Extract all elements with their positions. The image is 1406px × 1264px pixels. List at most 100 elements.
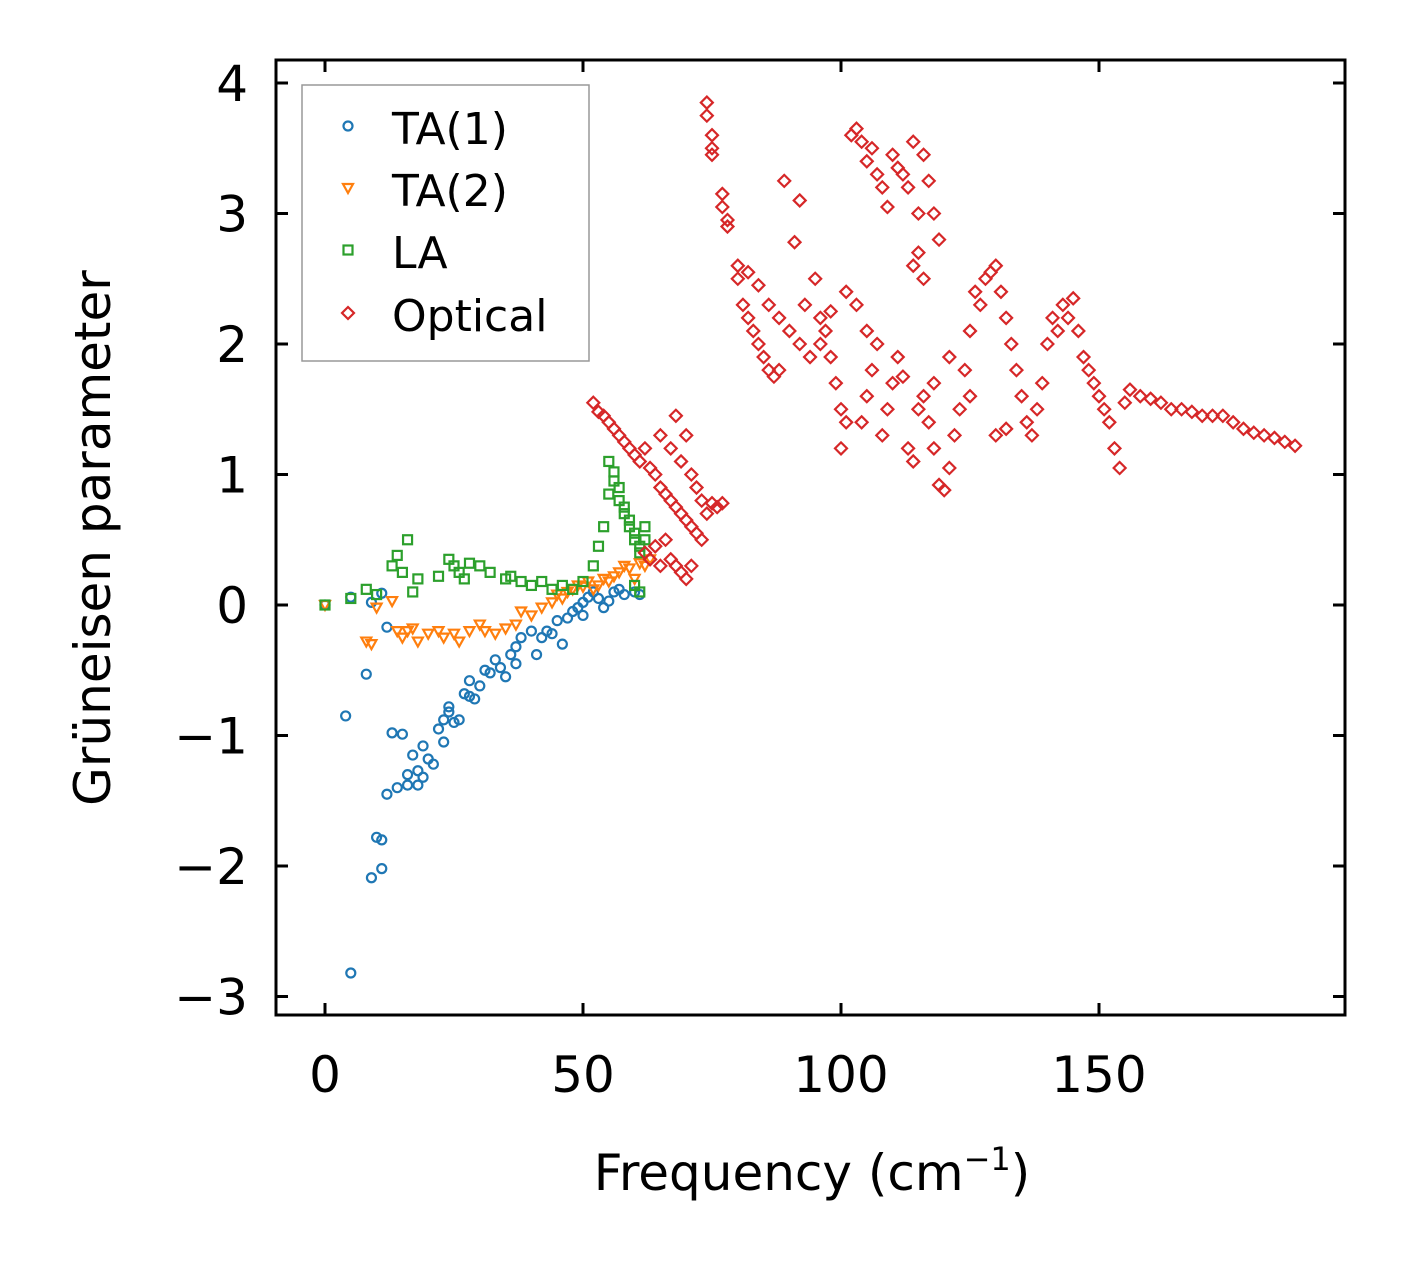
series-1	[318, 554, 657, 652]
legend-label: Optical	[392, 291, 547, 342]
data-point	[993, 284, 1009, 300]
data-point	[812, 310, 828, 326]
data-point	[592, 592, 605, 605]
data-point	[400, 625, 415, 639]
x-tick-label: 150	[1051, 1046, 1146, 1104]
data-point	[603, 455, 615, 468]
data-point	[704, 147, 720, 163]
data-point	[756, 349, 772, 365]
data-point	[612, 567, 626, 580]
data-point	[859, 153, 875, 169]
data-point	[555, 593, 570, 606]
data-point	[438, 736, 450, 748]
data-point	[926, 205, 942, 222]
data-point	[663, 440, 679, 456]
data-point	[895, 166, 911, 182]
data-point	[364, 639, 379, 652]
data-point	[462, 625, 477, 639]
data-point	[828, 375, 844, 391]
data-point	[1153, 395, 1169, 411]
data-point	[1235, 421, 1252, 437]
data-point	[376, 834, 388, 846]
y-tick-label: −2	[174, 838, 248, 896]
data-point	[1019, 414, 1035, 430]
data-point	[360, 668, 372, 680]
data-point	[926, 375, 942, 391]
data-point	[365, 872, 378, 884]
data-point	[525, 579, 538, 592]
data-point	[401, 534, 414, 546]
data-point	[452, 636, 467, 649]
data-point	[1008, 362, 1024, 378]
data-point	[885, 147, 901, 163]
data-point	[900, 179, 916, 195]
data-point	[474, 560, 486, 572]
data-point	[998, 310, 1014, 326]
x-tick-label: 100	[793, 1046, 888, 1104]
data-point	[869, 336, 885, 352]
data-point	[864, 362, 880, 378]
data-point	[823, 303, 839, 319]
data-point	[443, 706, 455, 718]
data-point	[1277, 434, 1293, 450]
data-point	[781, 323, 797, 339]
x-axis-label: Frequency (cm−1)	[594, 1140, 1031, 1202]
data-point	[916, 271, 932, 287]
data-point	[668, 408, 684, 424]
data-point	[683, 466, 699, 483]
data-point	[678, 427, 694, 443]
data-point	[530, 648, 543, 661]
data-point	[776, 173, 792, 189]
data-point	[1070, 323, 1086, 339]
data-point	[719, 212, 736, 228]
data-point	[874, 427, 890, 443]
data-point	[647, 466, 663, 483]
data-point	[699, 108, 715, 124]
data-point	[838, 414, 854, 430]
data-point	[916, 388, 932, 404]
data-point	[638, 560, 652, 574]
data-point	[910, 205, 926, 222]
data-point	[838, 284, 854, 300]
data-point	[905, 258, 921, 274]
data-point	[369, 602, 384, 615]
data-point	[632, 558, 647, 571]
data-point	[500, 671, 512, 683]
data-point	[412, 573, 424, 585]
data-point	[585, 395, 601, 411]
data-point	[740, 310, 756, 326]
data-point	[411, 636, 425, 649]
data-point	[807, 271, 823, 287]
data-point	[890, 349, 906, 365]
data-point	[489, 654, 501, 666]
data-point	[627, 573, 642, 587]
data-point	[436, 632, 451, 645]
data-point	[823, 349, 839, 365]
data-point	[463, 557, 476, 569]
data-point	[787, 234, 803, 250]
data-point	[509, 619, 523, 632]
series-3	[585, 95, 1303, 587]
y-tick-label: −1	[174, 708, 248, 766]
data-point	[1266, 430, 1282, 446]
data-point	[1132, 388, 1148, 404]
data-point	[740, 264, 756, 280]
data-point	[634, 586, 646, 598]
data-point	[453, 714, 465, 726]
data-point	[642, 551, 658, 567]
data-point	[874, 179, 890, 195]
data-point	[704, 140, 720, 156]
data-point	[360, 583, 372, 595]
y-tick-label: 0	[216, 577, 248, 635]
data-point	[1024, 427, 1040, 443]
data-point	[488, 628, 503, 641]
data-point	[1091, 388, 1107, 404]
data-point	[463, 675, 476, 687]
data-point	[592, 540, 605, 552]
data-point	[750, 277, 766, 293]
data-point	[524, 610, 539, 623]
data-point	[1112, 460, 1128, 476]
data-point	[694, 493, 710, 509]
data-point	[926, 440, 942, 456]
